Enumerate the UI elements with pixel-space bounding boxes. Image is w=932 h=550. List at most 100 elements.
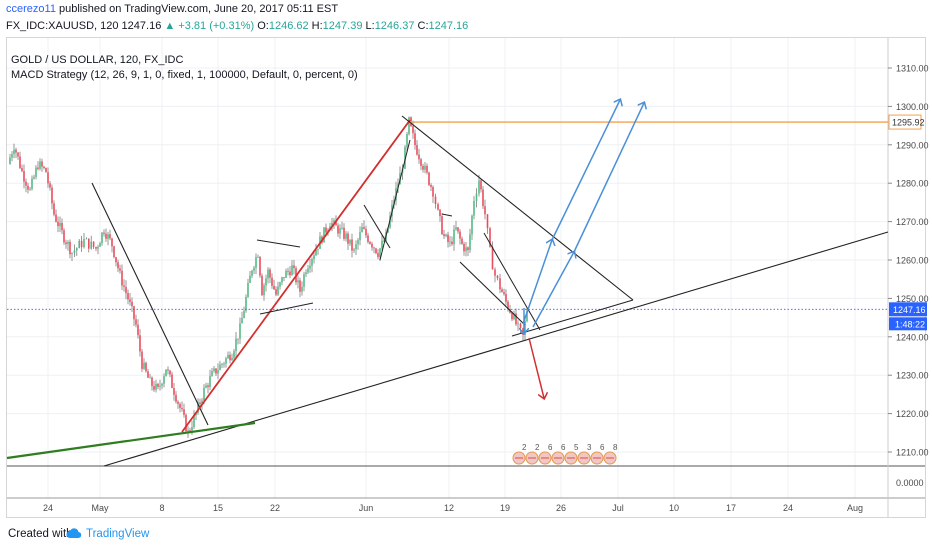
long-support-trendline bbox=[103, 231, 889, 467]
candle-down bbox=[377, 253, 379, 257]
candle-down bbox=[119, 268, 121, 271]
candle-down bbox=[207, 385, 209, 388]
event-flag-label: 3 bbox=[587, 443, 592, 452]
candle-down bbox=[437, 204, 439, 210]
candle-up bbox=[357, 240, 359, 245]
price-tick-label: 1230.00 bbox=[896, 371, 929, 381]
time-tick-label: 26 bbox=[556, 503, 566, 513]
candle-up bbox=[277, 286, 279, 295]
event-flag-label: 6 bbox=[561, 443, 566, 452]
candle-down bbox=[416, 145, 418, 155]
candle-up bbox=[361, 227, 363, 233]
candle-up bbox=[193, 415, 195, 428]
countdown-label-box bbox=[889, 317, 927, 331]
countdown-label: 1:48:22 bbox=[895, 319, 925, 329]
candle-up bbox=[265, 278, 267, 286]
candle-down bbox=[426, 165, 428, 173]
candle-down bbox=[375, 248, 377, 254]
time-tick-label: May bbox=[91, 503, 109, 513]
candle-up bbox=[221, 364, 223, 365]
candle-down bbox=[443, 234, 445, 237]
candle-up bbox=[227, 354, 229, 359]
price-tick-label: 1260.00 bbox=[896, 256, 929, 266]
candle-down bbox=[45, 167, 47, 173]
candle-down bbox=[363, 227, 365, 229]
time-axis: 24 May 8 15 22 Jun 12 19 26 Jul 10 17 24 Aug bbox=[43, 503, 863, 513]
candle-up bbox=[205, 385, 207, 388]
price-tick-label: 1240.00 bbox=[896, 332, 929, 342]
candle-up bbox=[13, 149, 15, 155]
candle-down bbox=[25, 181, 27, 186]
candle-down bbox=[420, 159, 422, 166]
candle-up bbox=[159, 385, 161, 387]
author-link[interactable]: ccerezo11 bbox=[6, 3, 56, 15]
candle-down bbox=[287, 270, 289, 272]
candle-up bbox=[315, 249, 317, 256]
candle-up bbox=[39, 161, 41, 169]
candle-up bbox=[309, 265, 311, 269]
candle-down bbox=[507, 301, 509, 310]
candle-up bbox=[241, 318, 243, 324]
candle-up bbox=[203, 387, 205, 401]
candle-down bbox=[383, 240, 385, 242]
candle-down bbox=[117, 262, 119, 269]
candle-down bbox=[335, 220, 337, 226]
candle-up bbox=[90, 241, 92, 249]
price-tick-label: 1250.00 bbox=[896, 294, 929, 304]
blue-arrow-short-1 bbox=[522, 240, 552, 325]
candle-up bbox=[297, 280, 299, 283]
tradingview-brand[interactable]: TradingView bbox=[86, 528, 150, 540]
candle-down bbox=[133, 306, 135, 320]
candle-down bbox=[157, 383, 159, 387]
blue-arrow-long-1 bbox=[551, 100, 620, 241]
candle-down bbox=[412, 126, 414, 134]
candle-up bbox=[223, 363, 225, 365]
ohlc-line: FX_IDC:XAUUSD, 120 1247.16 ▲ +3.81 (+0.3… bbox=[6, 20, 468, 32]
tradingview-cloud-icon[interactable] bbox=[66, 526, 82, 540]
candle-up bbox=[83, 238, 85, 248]
candle-up bbox=[11, 154, 13, 158]
candle-down bbox=[269, 269, 271, 278]
rising-wedge-line bbox=[379, 139, 411, 261]
candle-up bbox=[9, 157, 11, 164]
event-flag-label: 2 bbox=[535, 443, 540, 452]
event-flag-label: 6 bbox=[600, 443, 605, 452]
candle-up bbox=[301, 286, 303, 292]
candle-up bbox=[524, 320, 526, 335]
candle-down bbox=[95, 247, 97, 249]
candle-up bbox=[71, 252, 73, 255]
candle-up bbox=[303, 274, 305, 287]
price-tick-label: 1270.00 bbox=[896, 217, 929, 227]
event-flag-label: 8 bbox=[613, 443, 618, 452]
candle-down bbox=[484, 206, 486, 215]
chart-frame bbox=[6, 37, 926, 518]
blue-arrow-long-2 bbox=[573, 103, 644, 253]
candle-down bbox=[457, 227, 459, 232]
downtrend-line-april bbox=[91, 182, 209, 426]
candle-up bbox=[197, 402, 199, 413]
candle-up bbox=[78, 240, 80, 249]
candle-down bbox=[57, 221, 59, 227]
candle-up bbox=[353, 249, 355, 251]
candle-down bbox=[414, 133, 416, 146]
candle-down bbox=[505, 294, 507, 302]
candle-down bbox=[47, 172, 49, 184]
candle-up bbox=[191, 427, 193, 431]
candle-up bbox=[143, 362, 145, 369]
candle-up bbox=[101, 232, 103, 244]
candle-down bbox=[139, 335, 141, 352]
price-change: ▲ +3.81 (+0.31%) bbox=[164, 20, 255, 32]
time-tick-label: 19 bbox=[500, 503, 510, 513]
time-tick-label: 24 bbox=[783, 503, 793, 513]
candle-down bbox=[369, 241, 371, 244]
candle-up bbox=[165, 369, 167, 377]
candle-up bbox=[29, 188, 31, 190]
candle-up bbox=[97, 246, 99, 249]
candle-up bbox=[424, 165, 426, 170]
candle-up bbox=[257, 257, 259, 258]
candle-down bbox=[337, 225, 339, 234]
candle-down bbox=[169, 370, 171, 375]
candle-down bbox=[365, 228, 367, 236]
event-flag-label: 5 bbox=[574, 443, 579, 452]
